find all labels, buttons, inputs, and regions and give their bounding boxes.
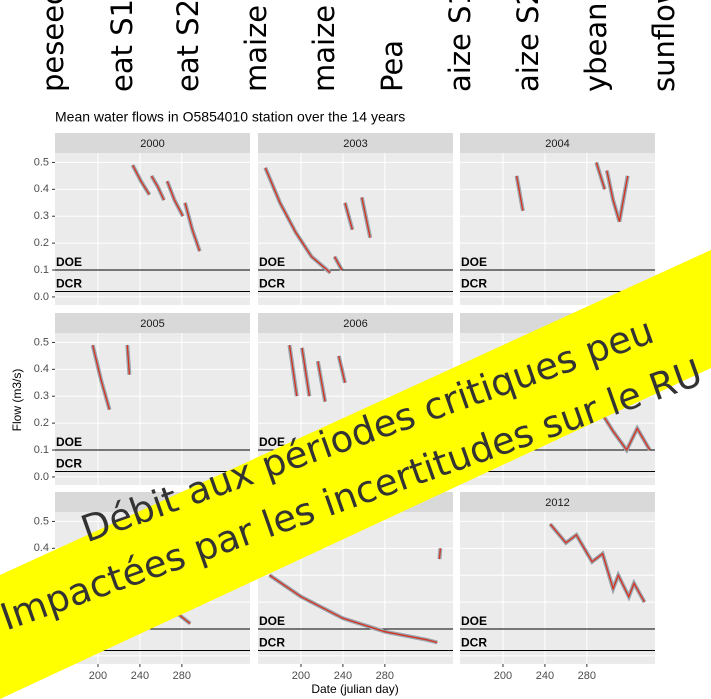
chart-title: Mean water flows in O5854010 station ove…	[55, 109, 405, 125]
crop-label: aize S2	[511, 0, 545, 92]
panel: 2004 DOE DCR	[460, 133, 655, 305]
y-tick-label: 0.2	[34, 417, 49, 429]
line	[92, 344, 131, 410]
line	[264, 167, 371, 274]
reference-label: DCR	[56, 277, 82, 291]
panel: 2003 DOE DCR	[258, 133, 453, 305]
x-tick-label: 240	[536, 670, 554, 682]
strip	[460, 133, 655, 153]
panel-title: 2000	[140, 138, 164, 150]
y-tick-label: 0.4	[34, 363, 49, 375]
line	[269, 548, 442, 644]
x-tick-label: 280	[173, 670, 191, 682]
panel: 2005 0.0 0.1 0.2 0.3 0.4 0.5 DOE DCR	[34, 313, 250, 485]
x-tick-label: 200	[292, 670, 310, 682]
y-tick-label: 0.4	[34, 183, 49, 195]
strip	[460, 492, 655, 512]
y-tick-label: 0.2	[34, 237, 49, 249]
crop-label: sunflower	[647, 0, 681, 92]
y-tick-label: 0.5	[34, 156, 49, 168]
panel: 2000 0.0 0.1 0.2 0.3 0.4 0.5 DOE DCR	[34, 133, 250, 305]
panel-title: 2004	[545, 138, 569, 150]
reference-label: DCR	[259, 636, 285, 650]
panel: 2012 200 240 280 DOE DCR	[460, 492, 655, 682]
line	[132, 164, 201, 252]
crop-label: peseed	[36, 0, 70, 92]
x-tick-label: 200	[494, 670, 512, 682]
y-tick-label: 0.5	[34, 515, 49, 527]
reference-label: DOE	[259, 255, 285, 269]
x-tick-label: 280	[578, 670, 596, 682]
strip	[258, 133, 453, 153]
reference-label: DOE	[259, 614, 285, 628]
plot-background	[460, 153, 655, 305]
x-tick-label: 200	[89, 670, 107, 682]
plot-background	[258, 153, 453, 305]
line	[549, 523, 646, 603]
line	[598, 409, 651, 452]
x-tick-label: 240	[334, 670, 352, 682]
crop-label: eat S2	[171, 0, 205, 92]
crop-label: ybean	[579, 2, 613, 92]
plot-background	[55, 333, 250, 485]
panel-title: 2012	[545, 497, 569, 509]
line	[515, 162, 629, 222]
y-tick-label: 0.1	[34, 264, 49, 276]
x-tick-label: 240	[131, 670, 149, 682]
crop-label: maize	[307, 5, 341, 92]
panel-title: 2006	[343, 318, 367, 330]
y-tick-label: 0.1	[34, 444, 49, 456]
reference-label: DCR	[259, 277, 285, 291]
y-tick-label: 0.0	[34, 291, 49, 303]
crop-label: aize S1	[443, 0, 477, 92]
panel-title: 2003	[343, 138, 367, 150]
y-tick-label: 0.3	[34, 390, 49, 402]
crop-label: eat S1	[105, 0, 139, 92]
reference-label: DOE	[461, 255, 487, 269]
x-tick-label: 280	[376, 670, 394, 682]
reference-label: DCR	[56, 457, 82, 471]
reference-label: DOE	[56, 435, 82, 449]
reference-label: DCR	[461, 277, 487, 291]
reference-label: DOE	[259, 435, 285, 449]
y-tick-label: 0.4	[34, 542, 49, 554]
crop-label: maize	[239, 5, 273, 92]
reference-label: DOE	[56, 255, 82, 269]
line	[288, 345, 346, 402]
crop-labels: peseed eat S1 eat S2 maize maize Pea aize S1 ai…	[36, 0, 681, 92]
reference-label: DCR	[461, 636, 487, 650]
strip	[258, 313, 453, 333]
x-axis-label: Date (julian day)	[311, 682, 398, 696]
strip	[55, 313, 250, 333]
y-axis-label: Flow (m3/s)	[10, 369, 24, 432]
strip	[55, 133, 250, 153]
y-tick-label: 0.3	[34, 210, 49, 222]
panel-title: 2005	[140, 318, 164, 330]
y-tick-label: 0.0	[34, 471, 49, 483]
crop-label: Pea	[375, 40, 409, 92]
banner-band	[0, 250, 711, 699]
y-tick-label: 0.5	[34, 336, 49, 348]
reference-label: DOE	[461, 614, 487, 628]
